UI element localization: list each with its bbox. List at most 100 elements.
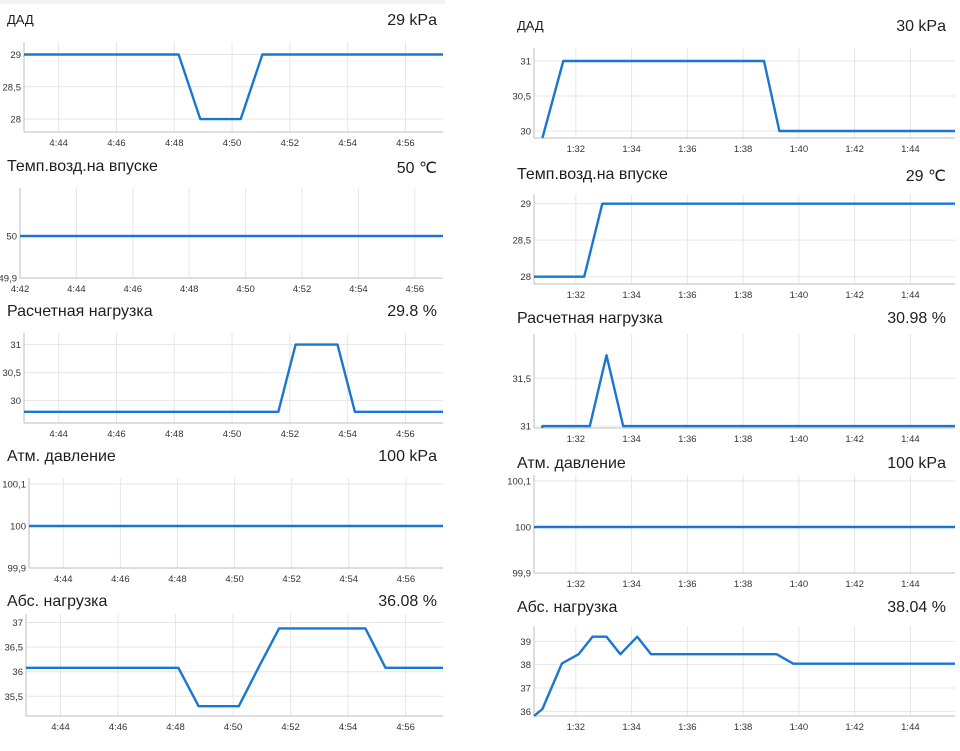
y-tick-label: 29 [10, 50, 21, 61]
y-tick-label: 28,5 [3, 82, 22, 93]
line-chart[interactable]: 1:32 1:34 1:36 1:38 1:40 1:42 1:44 100,1 100 99,9 [480, 475, 960, 593]
x-tick-label: 1:32 [567, 722, 586, 733]
x-tick-label: 4:52 [293, 284, 312, 295]
y-tick-label: 37 [12, 618, 23, 629]
y-tick-label: 31,5 [513, 374, 532, 385]
y-tick-label: 30 [520, 127, 531, 138]
gauge-title: ДАД [7, 12, 34, 27]
x-tick-label: 1:34 [622, 144, 641, 155]
x-tick-label: 1:38 [734, 144, 753, 155]
y-tick-label: 100,1 [507, 477, 531, 488]
y-tick-label: 29 [520, 199, 531, 210]
x-tick-label: 1:44 [901, 290, 920, 301]
line-chart[interactable]: 4:44 4:46 4:48 4:50 4:52 4:54 4:56 100,1 100 99,9 [0, 476, 480, 586]
x-tick-label: 4:50 [223, 138, 242, 149]
y-tick-label: 35,5 [5, 692, 24, 703]
y-tick-label: 49,9 [0, 274, 17, 285]
x-tick-label: 4:48 [168, 574, 187, 585]
x-tick-label: 4:50 [236, 284, 255, 295]
x-tick-label: 4:46 [107, 429, 126, 440]
y-tick-label: 100 [10, 522, 26, 533]
x-tick-label: 1:42 [845, 144, 864, 155]
gauge-value: 100 kPa [378, 448, 437, 465]
x-tick-label: 4:50 [225, 574, 244, 585]
x-tick-label: 1:44 [901, 144, 920, 155]
x-tick-label: 4:52 [282, 574, 301, 585]
gauge-value: 38.04 % [887, 599, 946, 616]
x-tick-label: 4:48 [166, 722, 185, 733]
x-tick-label: 4:54 [340, 574, 359, 585]
gauge-value: 29.8 % [387, 303, 437, 320]
gauge-value: 30.98 % [887, 310, 946, 327]
y-tick-label: 38 [520, 660, 531, 671]
line-chart[interactable]: 1:32 1:34 1:36 1:38 1:40 1:42 1:44 31,5 31 [480, 334, 960, 446]
line-chart[interactable]: 4:44 4:46 4:48 4:50 4:52 4:54 4:56 37 36,5 36 35,5 [0, 612, 480, 736]
x-tick-label: 1:32 [567, 290, 586, 301]
gauge-title: Абс. нагрузка [7, 593, 108, 610]
x-tick-label: 1:36 [678, 579, 697, 590]
gauge-value: 50 ℃ [396, 160, 437, 177]
x-tick-label: 4:44 [49, 429, 68, 440]
line-chart[interactable]: 4:44 4:46 4:48 4:50 4:52 4:54 4:56 29 28,5 28 [0, 40, 480, 152]
x-tick-label: 4:44 [54, 574, 73, 585]
x-tick-label: 1:42 [845, 579, 864, 590]
x-tick-label: 1:38 [734, 434, 753, 445]
y-tick-label: 37 [520, 684, 531, 695]
series-line [541, 354, 955, 428]
x-tick-label: 1:36 [678, 290, 697, 301]
x-tick-label: 4:44 [51, 722, 70, 733]
x-tick-label: 4:54 [349, 284, 368, 295]
series-line [26, 627, 443, 708]
x-tick-label: 4:54 [338, 429, 357, 440]
x-tick-label: 4:54 [338, 138, 357, 149]
y-tick-label: 100 [515, 523, 531, 534]
x-tick-label: 4:56 [396, 722, 415, 733]
x-tick-label: 4:54 [339, 722, 358, 733]
x-tick-label: 4:48 [165, 138, 184, 149]
gauge-value: 29 ℃ [905, 168, 946, 185]
gauge-value: 29 kPa [387, 12, 437, 29]
x-tick-label: 4:46 [124, 284, 143, 295]
x-tick-label: 1:40 [790, 290, 809, 301]
line-chart[interactable]: 1:32 1:34 1:36 1:38 1:40 1:42 1:44 29 28,5 28 [480, 192, 960, 302]
line-chart[interactable]: 1:32 1:34 1:36 1:38 1:40 1:42 1:44 39 38 37 36 [480, 624, 960, 748]
right-gauge-column[interactable]: ДАД 30 kPa 1:32 1:34 1:36 1:38 1:40 1:42 1:44 31 3… [480, 0, 960, 751]
x-tick-label: 1:42 [845, 434, 864, 445]
line-chart[interactable]: 4:42 4:44 4:46 4:48 4:50 4:52 4:54 4:56 50 49,9 [0, 186, 480, 296]
x-tick-label: 1:38 [734, 722, 753, 733]
x-tick-label: 1:44 [901, 579, 920, 590]
x-tick-label: 1:32 [567, 579, 586, 590]
top-scroll-edge [0, 0, 445, 4]
y-tick-label: 30,5 [513, 92, 532, 103]
x-tick-label: 1:32 [567, 144, 586, 155]
y-tick-label: 99,9 [513, 569, 532, 580]
y-tick-label: 31 [10, 340, 21, 351]
x-tick-label: 1:44 [901, 434, 920, 445]
line-chart[interactable]: 1:32 1:34 1:36 1:38 1:40 1:42 1:44 31 30,5 30 [480, 46, 960, 158]
x-tick-label: 4:56 [397, 574, 416, 585]
y-tick-label: 36,5 [5, 643, 24, 654]
x-tick-label: 1:42 [845, 722, 864, 733]
y-tick-label: 31 [520, 422, 531, 433]
x-tick-label: 4:52 [281, 429, 300, 440]
left-gauge-column[interactable]: ДАД 29 kPa 4:44 4:46 4:48 4:50 4:52 4:54 4:56 29 2… [0, 0, 480, 751]
x-tick-label: 4:50 [224, 722, 243, 733]
gauge-title: Темп.возд.на впуске [7, 158, 158, 175]
x-tick-label: 1:36 [678, 722, 697, 733]
x-tick-label: 4:52 [281, 722, 300, 733]
y-tick-label: 28 [10, 115, 21, 126]
x-tick-label: 4:46 [111, 574, 130, 585]
y-tick-label: 28 [520, 272, 531, 283]
x-tick-label: 1:36 [678, 144, 697, 155]
x-tick-label: 4:50 [223, 429, 242, 440]
x-tick-label: 4:56 [396, 138, 415, 149]
series-line [533, 635, 955, 717]
y-tick-label: 36 [520, 707, 531, 718]
series-line [24, 53, 443, 121]
x-tick-label: 1:40 [790, 579, 809, 590]
line-chart[interactable]: 4:44 4:46 4:48 4:50 4:52 4:54 4:56 31 30,5 30 [0, 331, 480, 441]
x-tick-label: 4:42 [11, 284, 30, 295]
gauge-title: ДАД [517, 18, 544, 33]
gauge-value: 100 kPa [887, 455, 946, 472]
y-tick-label: 30,5 [3, 368, 22, 379]
